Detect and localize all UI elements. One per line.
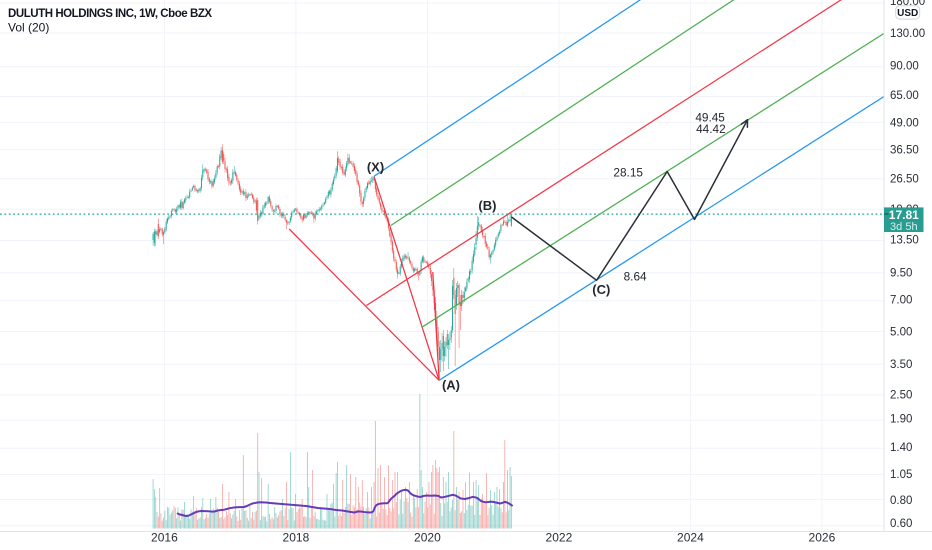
svg-text:USD: USD xyxy=(897,8,918,19)
svg-text:2024: 2024 xyxy=(677,531,704,545)
svg-text:180.00: 180.00 xyxy=(890,0,925,8)
svg-text:49.00: 49.00 xyxy=(890,117,919,129)
svg-text:1.90: 1.90 xyxy=(890,413,912,425)
svg-text:2020: 2020 xyxy=(414,531,441,545)
svg-text:2.50: 2.50 xyxy=(890,389,912,401)
svg-text:5.00: 5.00 xyxy=(890,327,912,339)
svg-text:9.50: 9.50 xyxy=(890,268,912,280)
svg-text:3.50: 3.50 xyxy=(890,359,912,371)
svg-text:65.00: 65.00 xyxy=(890,90,919,102)
svg-text:8.64: 8.64 xyxy=(624,270,647,284)
svg-text:7.00: 7.00 xyxy=(890,295,912,307)
svg-text:0.60: 0.60 xyxy=(890,518,912,530)
svg-text:1.40: 1.40 xyxy=(890,442,912,454)
svg-text:26.50: 26.50 xyxy=(890,174,919,186)
svg-text:17.81: 17.81 xyxy=(889,208,919,222)
svg-text:1.05: 1.05 xyxy=(890,469,912,481)
svg-text:28.15: 28.15 xyxy=(613,165,643,179)
svg-text:44.42: 44.42 xyxy=(696,122,726,136)
svg-text:49.45: 49.45 xyxy=(695,111,725,125)
svg-text:2016: 2016 xyxy=(151,531,178,545)
svg-text:(C): (C) xyxy=(592,282,610,297)
svg-text:DULUTH HOLDINGS INC, 1W, Cboe: DULUTH HOLDINGS INC, 1W, Cboe BZX xyxy=(8,8,212,20)
svg-text:13.50: 13.50 xyxy=(890,235,919,247)
svg-text:2022: 2022 xyxy=(546,531,573,545)
svg-text:2018: 2018 xyxy=(283,531,310,545)
svg-text:(X): (X) xyxy=(367,159,384,174)
svg-text:2026: 2026 xyxy=(809,531,836,545)
svg-text:0.80: 0.80 xyxy=(890,495,912,507)
svg-text:3d 5h: 3d 5h xyxy=(890,221,918,233)
svg-text:Vol (20): Vol (20) xyxy=(8,21,49,35)
svg-text:(B): (B) xyxy=(478,198,496,213)
svg-text:130.00: 130.00 xyxy=(890,28,925,40)
svg-text:(A): (A) xyxy=(442,378,460,393)
svg-text:36.50: 36.50 xyxy=(890,144,919,156)
svg-text:90.00: 90.00 xyxy=(890,61,919,73)
